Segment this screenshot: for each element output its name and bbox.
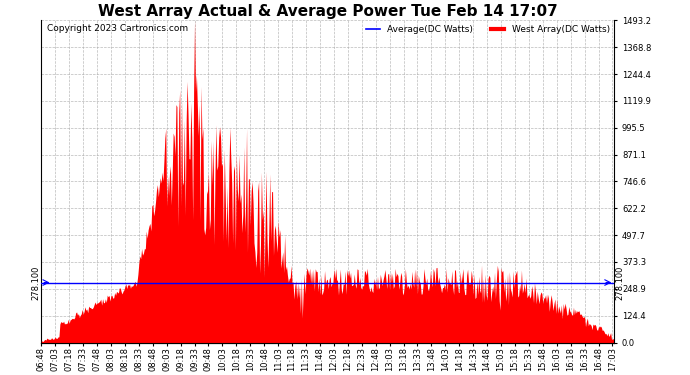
Text: 278.100: 278.100 [615,266,624,300]
Text: Copyright 2023 Cartronics.com: Copyright 2023 Cartronics.com [47,24,188,33]
Text: 278.100: 278.100 [32,266,41,300]
Title: West Array Actual & Average Power Tue Feb 14 17:07: West Array Actual & Average Power Tue Fe… [98,4,558,19]
Legend: Average(DC Watts), West Array(DC Watts): Average(DC Watts), West Array(DC Watts) [363,21,613,38]
